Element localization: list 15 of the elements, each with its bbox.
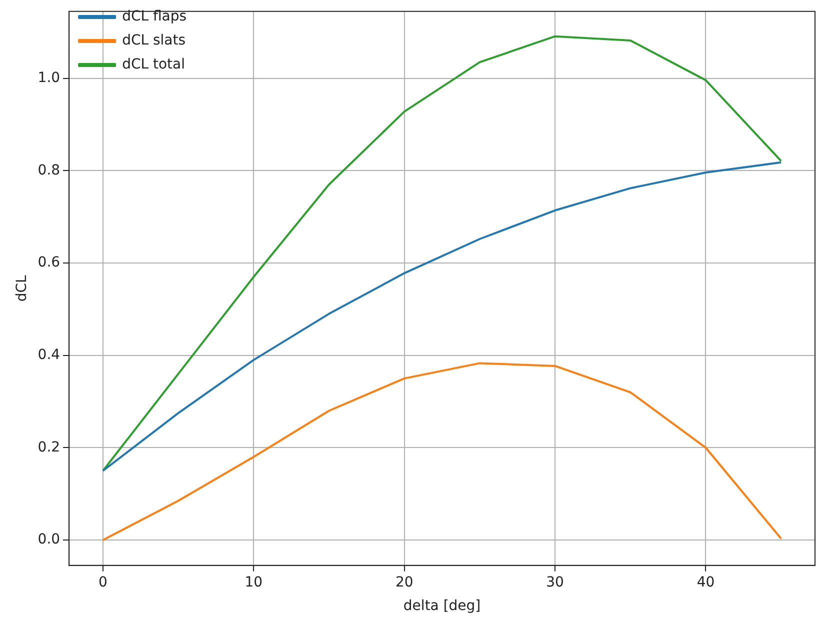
x-tick-label: 20 [395, 574, 414, 590]
y-tick-label: 0.8 [38, 162, 60, 178]
x-tick-label: 30 [546, 574, 564, 590]
y-tick-label: 0.6 [38, 254, 60, 271]
y-tick-label: 1.0 [38, 70, 60, 86]
x-axis-title: delta [deg] [403, 598, 481, 614]
x-tick-label: 0 [98, 574, 108, 590]
legend-label: dCL total [122, 56, 185, 73]
x-tick-label: 40 [696, 574, 715, 590]
y-tick-label: 0.2 [38, 439, 60, 456]
y-tick-label: 0.4 [38, 346, 60, 363]
y-tick-label: 0.0 [38, 532, 60, 548]
legend-label: dCL slats [122, 32, 186, 49]
x-tick-label: 10 [244, 574, 263, 590]
y-axis-title: dCL [14, 274, 30, 302]
